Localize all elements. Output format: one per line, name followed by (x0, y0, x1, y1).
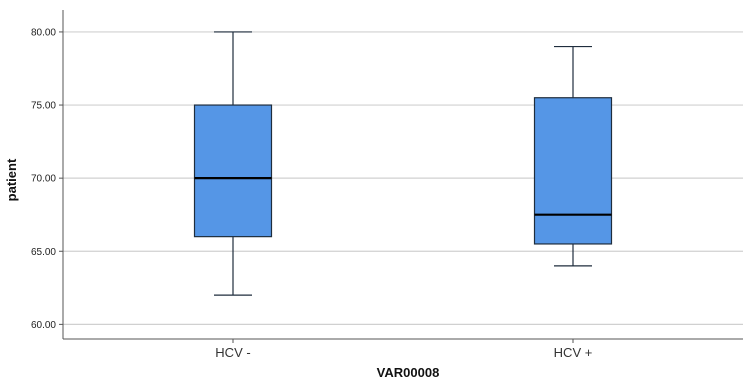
x-axis-title: VAR00008 (377, 365, 440, 380)
y-tick-label: 65.00 (31, 247, 56, 258)
box-hcv-negative (193, 31, 273, 296)
iqr-box (193, 104, 273, 238)
x-category-label: HCV + (554, 345, 593, 360)
y-tick-label: 70.00 (31, 174, 56, 185)
labels: 60.00 65.00 70.00 75.00 80.00 HCV - HCV + (31, 27, 592, 360)
y-tick-label: 60.00 (31, 320, 56, 331)
x-category-label: HCV - (215, 345, 250, 360)
grid-lines (63, 31, 743, 325)
boxes (193, 31, 613, 296)
iqr-box (533, 97, 613, 245)
y-axis-title: patient (4, 158, 19, 201)
y-tick-label: 75.00 (31, 101, 56, 112)
axes (59, 10, 743, 343)
box-hcv-positive (533, 45, 613, 267)
y-tick-label: 80.00 (31, 27, 56, 38)
